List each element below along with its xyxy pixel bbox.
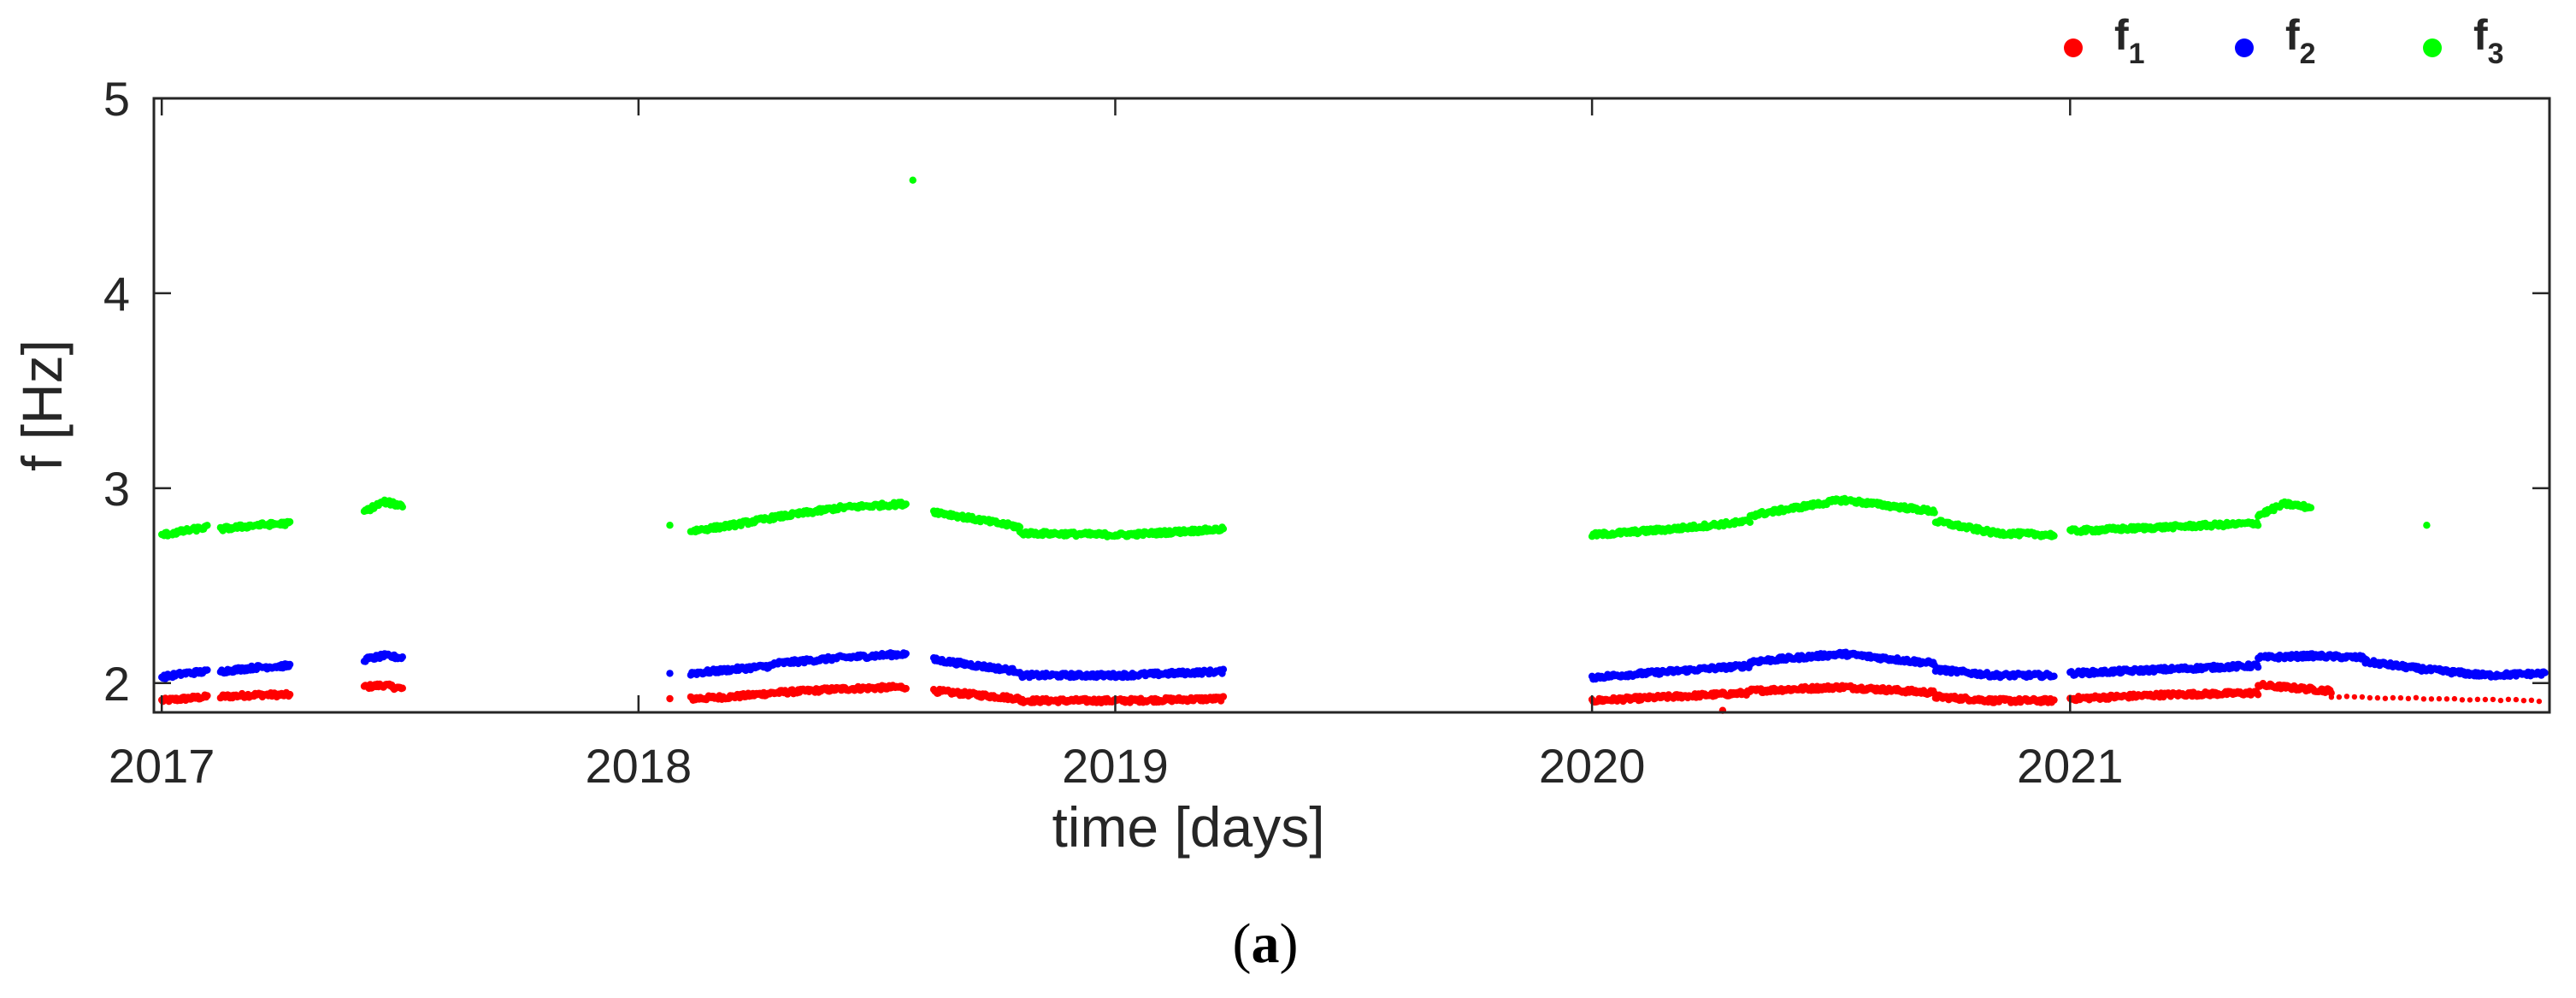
data-point	[286, 660, 294, 669]
y-tick-label: 5	[103, 72, 130, 126]
series-f2	[158, 648, 2549, 683]
data-point	[2351, 694, 2358, 700]
series-f1	[158, 680, 2543, 714]
data-point	[2420, 696, 2427, 702]
legend-marker	[2423, 38, 2442, 57]
data-point	[666, 694, 674, 703]
y-axis-label: f [Hz]	[10, 340, 74, 471]
y-axis-ticks: 2 3 4 5	[103, 72, 2549, 711]
x-tick-label: 2020	[1539, 739, 1646, 793]
x-tick-label: 2019	[1062, 739, 1169, 793]
data-point	[2050, 672, 2058, 680]
data-point	[2374, 694, 2381, 701]
data-point	[1746, 518, 1754, 526]
data-point	[2254, 522, 2262, 529]
data-point	[286, 518, 294, 526]
data-point	[2459, 697, 2466, 703]
x-tick-label: 2021	[2017, 739, 2124, 793]
data-point	[1931, 509, 1938, 517]
legend-item-f2: f2	[2235, 11, 2316, 70]
data-point	[1219, 525, 1228, 533]
data-point	[203, 692, 211, 700]
x-axis-ticks: 2017 2018 2019 2020 2021	[109, 98, 2124, 793]
data-point	[902, 684, 910, 693]
data-point	[286, 690, 294, 699]
y-tick-label: 3	[103, 462, 130, 516]
data-point	[203, 522, 211, 529]
data-point	[398, 503, 406, 511]
legend-label: f3	[2473, 11, 2504, 70]
data-point	[2490, 696, 2496, 703]
caption-open-paren: (	[1233, 912, 1252, 975]
legend-marker	[2064, 38, 2083, 57]
y-tick-label: 4	[103, 267, 130, 321]
data-point	[2428, 696, 2435, 702]
data-point	[2343, 694, 2350, 700]
data-point	[2467, 697, 2473, 703]
data-point	[2541, 669, 2549, 676]
legend-marker	[2235, 38, 2254, 57]
data-point	[2307, 504, 2315, 511]
data-point	[2367, 694, 2373, 701]
data-point	[2513, 696, 2520, 703]
legend: f1 f2 f3	[2064, 11, 2504, 70]
data-point	[1219, 693, 1228, 700]
data-point	[2436, 695, 2443, 702]
data-point	[2050, 696, 2058, 704]
data-point	[2482, 696, 2489, 703]
legend-label: f1	[2114, 11, 2145, 70]
data-point	[2336, 694, 2343, 700]
legend-item-f1: f1	[2064, 11, 2145, 70]
caption-close-paren: )	[1280, 912, 1299, 975]
data-point	[2443, 696, 2450, 702]
x-axis-label: time [days]	[1052, 795, 1324, 859]
data-point	[2451, 695, 2458, 702]
data-point	[2423, 522, 2431, 529]
data-point	[2413, 694, 2420, 700]
data-point	[398, 653, 406, 661]
data-point	[2050, 532, 2058, 540]
data-point	[2405, 695, 2412, 701]
data-point	[2254, 691, 2262, 699]
data-point	[2328, 694, 2335, 700]
data-point	[2497, 697, 2504, 704]
data-point	[902, 650, 910, 658]
data-point	[909, 176, 917, 184]
data-point	[203, 666, 211, 674]
data-point	[2327, 689, 2335, 697]
data-point	[2390, 694, 2396, 701]
data-point	[666, 670, 674, 677]
data-point	[2474, 696, 2481, 702]
data-point	[2505, 696, 2512, 702]
series-f3	[158, 176, 2431, 540]
data-point	[2536, 698, 2543, 705]
data-point	[2382, 695, 2389, 701]
data-point	[902, 500, 910, 508]
data-point	[2520, 698, 2527, 704]
legend-item-f3: f3	[2423, 11, 2504, 70]
data-point	[2397, 694, 2404, 701]
data-point	[2359, 694, 2366, 700]
data-point	[666, 522, 674, 529]
x-tick-label: 2017	[109, 739, 215, 793]
caption-letter: a	[1252, 912, 1280, 975]
x-tick-label: 2018	[586, 739, 693, 793]
data-point	[1219, 665, 1228, 673]
legend-label: f2	[2285, 11, 2316, 70]
data-point	[2254, 664, 2262, 671]
plot-area-frame	[152, 97, 2551, 714]
data-points	[158, 176, 2549, 714]
data-point	[2528, 697, 2535, 703]
figure-caption: (a)	[1233, 912, 1299, 975]
data-point	[398, 684, 406, 692]
y-tick-label: 2	[103, 657, 130, 711]
